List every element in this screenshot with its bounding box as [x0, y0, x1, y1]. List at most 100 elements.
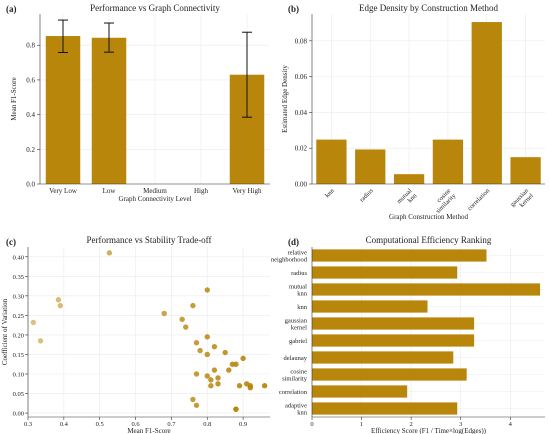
panel-d-ytick-label-9: adaptive knn: [285, 403, 308, 417]
panel-c-xtick-label-6: 0.9: [239, 421, 247, 428]
panel-d-xtick-label-1: 1: [360, 421, 363, 428]
panel-c-point-19: [240, 355, 246, 362]
panel-c-point-15: [211, 343, 218, 350]
panel-d-label: (d): [288, 237, 299, 247]
panel-c-point-11: [204, 334, 210, 340]
panel-d-ytick-label-5: gabriel: [289, 338, 307, 345]
panel-c-point-32: [190, 396, 196, 403]
panel-d-xtick-label-2: 2: [410, 421, 413, 428]
panel-d-bar-8: [312, 385, 408, 398]
panel-a: 0.0 0.2 0.4 0.6 0.8 Very Low Low Medium High Very…: [6, 3, 270, 203]
panel-c-point-4: [37, 338, 44, 344]
panel-c-point-23: [204, 373, 210, 379]
panel-a-ytick-label-4: 0.8: [26, 42, 35, 50]
panel-a-xlabel: Graph Connectivity Level: [118, 195, 191, 203]
panel-b-ytick-label-2: 0.04: [295, 109, 308, 117]
panel-b-ytick-label-3: 0.06: [295, 73, 308, 81]
panel-a-ytick-label-2: 0.4: [26, 111, 35, 119]
panel-a-ylabel: Mean F1-Score: [10, 77, 18, 120]
panel-c-label: (c): [6, 237, 16, 247]
panel-d-bar-1: [312, 266, 458, 279]
panel-c-point-33: [193, 402, 200, 408]
panel-c-xtick-label-5: 0.8: [203, 421, 211, 428]
panel-d-title: Computational Efficiency Ranking: [366, 235, 492, 245]
panel-c-point-3: [30, 319, 37, 326]
panel-d-bar-4: [312, 317, 475, 330]
panel-c-ylabel: Coefficient of Variation: [1, 298, 9, 365]
panel-d-ytick-label-7: cosine similarity: [282, 369, 308, 383]
panel-c-xlabel: Mean F1-Score: [127, 427, 170, 434]
panel-b-ytick-label-4: 0.08: [295, 37, 308, 45]
panel-c-ytick-label-0: 0.00: [13, 411, 24, 418]
panel-c-point-16: [222, 349, 228, 356]
panel-a-xtick-label-1: Low: [103, 187, 117, 195]
panel-d-xtick-label-0: 0: [310, 421, 313, 428]
panel-c-point-7: [179, 316, 185, 322]
panel-b-xlabel: Graph Construction Method: [389, 213, 468, 221]
panel-c-title: Performance vs Stability Trade-off: [86, 235, 211, 245]
panel-c-ytick-label-2: 0.10: [13, 372, 24, 379]
panel-c-point-22: [215, 375, 221, 381]
panel-a-label: (a): [6, 4, 17, 14]
panel-b-ytick-label-0: 0.00: [295, 181, 308, 189]
panel-c-point-18: [233, 361, 239, 367]
panel-b-title: Edge Density by Construction Method: [359, 3, 498, 13]
panel-a-xtick-label-2: Medium: [143, 187, 167, 195]
panel-c-xtick-label-2: 0.5: [96, 421, 104, 428]
panel-d-ytick-label-2: mutual knn: [289, 284, 308, 298]
panel-d-ytick-label-3: knn: [297, 304, 308, 311]
panel-b-ylabel: Estimated Edge Density: [281, 65, 289, 133]
panel-c-ytick-label-6: 0.30: [13, 293, 24, 300]
panel-c-ytick-label-8: 0.40: [13, 254, 24, 261]
panel-b-label: (b): [288, 4, 299, 14]
panel-d-bar-2: [312, 283, 541, 296]
panel-d-ytick-label-0: relative neighborhood: [271, 250, 308, 264]
panel-c-point-20: [226, 367, 232, 373]
panel-a-xtick-label-4: Very High: [233, 187, 262, 195]
panel-c-ytick-label-4: 0.20: [13, 332, 24, 339]
panel-c-xtick-label-4: 0.7: [167, 421, 176, 428]
panel-c-point-8: [183, 324, 189, 330]
panel-a-xtick-label-3: High: [194, 187, 209, 195]
panel-b-bar-4: [471, 22, 502, 185]
panel-b-bar-1: [355, 149, 386, 184]
panel-d-xtick-label-3: 3: [459, 421, 462, 428]
panel-c-point-6: [190, 302, 196, 309]
panel-c-point-10: [204, 287, 210, 293]
panel-c-point-13: [193, 371, 200, 377]
panel-c-ytick-label-7: 0.35: [13, 274, 24, 281]
panel-d-bar-9: [312, 402, 458, 415]
panel-c-ytick-label-3: 0.15: [13, 352, 24, 359]
panel-a-xtick-label-0: Very Low: [49, 187, 78, 195]
panel-b-bar-3: [432, 139, 464, 184]
panel-a-ytick-label-0: 0.0: [26, 181, 35, 189]
panel-d-xlabel: Efficiency Score (F1 / Time×log(Edges)): [371, 427, 487, 434]
panel-a-title: Performance vs Graph Connectivity: [90, 3, 220, 13]
panel-b-bar-0: [316, 139, 347, 184]
panel-c-point-1: [55, 297, 62, 303]
panel-c-point-31: [208, 383, 214, 389]
panel-d-bar-7: [312, 368, 467, 381]
panel-c-point-0: [106, 250, 113, 256]
panel-d-bar-6: [312, 351, 454, 364]
panel-b-bar-2: [393, 174, 425, 184]
panel-c-point-24: [208, 377, 214, 383]
panel-c-xtick-label-0: 0.3: [24, 421, 32, 428]
panel-c-point-29: [247, 384, 253, 391]
panel-d-ytick-label-1: radius: [291, 270, 307, 277]
panel-d-xtick-label-4: 4: [509, 421, 513, 428]
panel-b-ytick-label-1: 0.02: [295, 145, 308, 153]
panel-a-ytick-label-1: 0.2: [26, 146, 35, 154]
panel-c-point-12: [197, 347, 203, 354]
panel-d-ytick-label-8: correlation: [279, 389, 308, 396]
panel-c-point-30: [261, 383, 268, 389]
panel-c-point-9: [193, 340, 200, 346]
panel-c-point-21: [211, 367, 218, 373]
panel-c-ytick-label-1: 0.05: [13, 391, 24, 398]
panel-c-point-26: [236, 383, 243, 389]
panel-d: relative neighborhood radius mutual knn knn ga…: [271, 235, 545, 434]
panel-c-ytick-label-5: 0.25: [13, 313, 24, 320]
panel-c-point-25: [215, 381, 221, 387]
panel-a-bar-0: [45, 36, 81, 185]
